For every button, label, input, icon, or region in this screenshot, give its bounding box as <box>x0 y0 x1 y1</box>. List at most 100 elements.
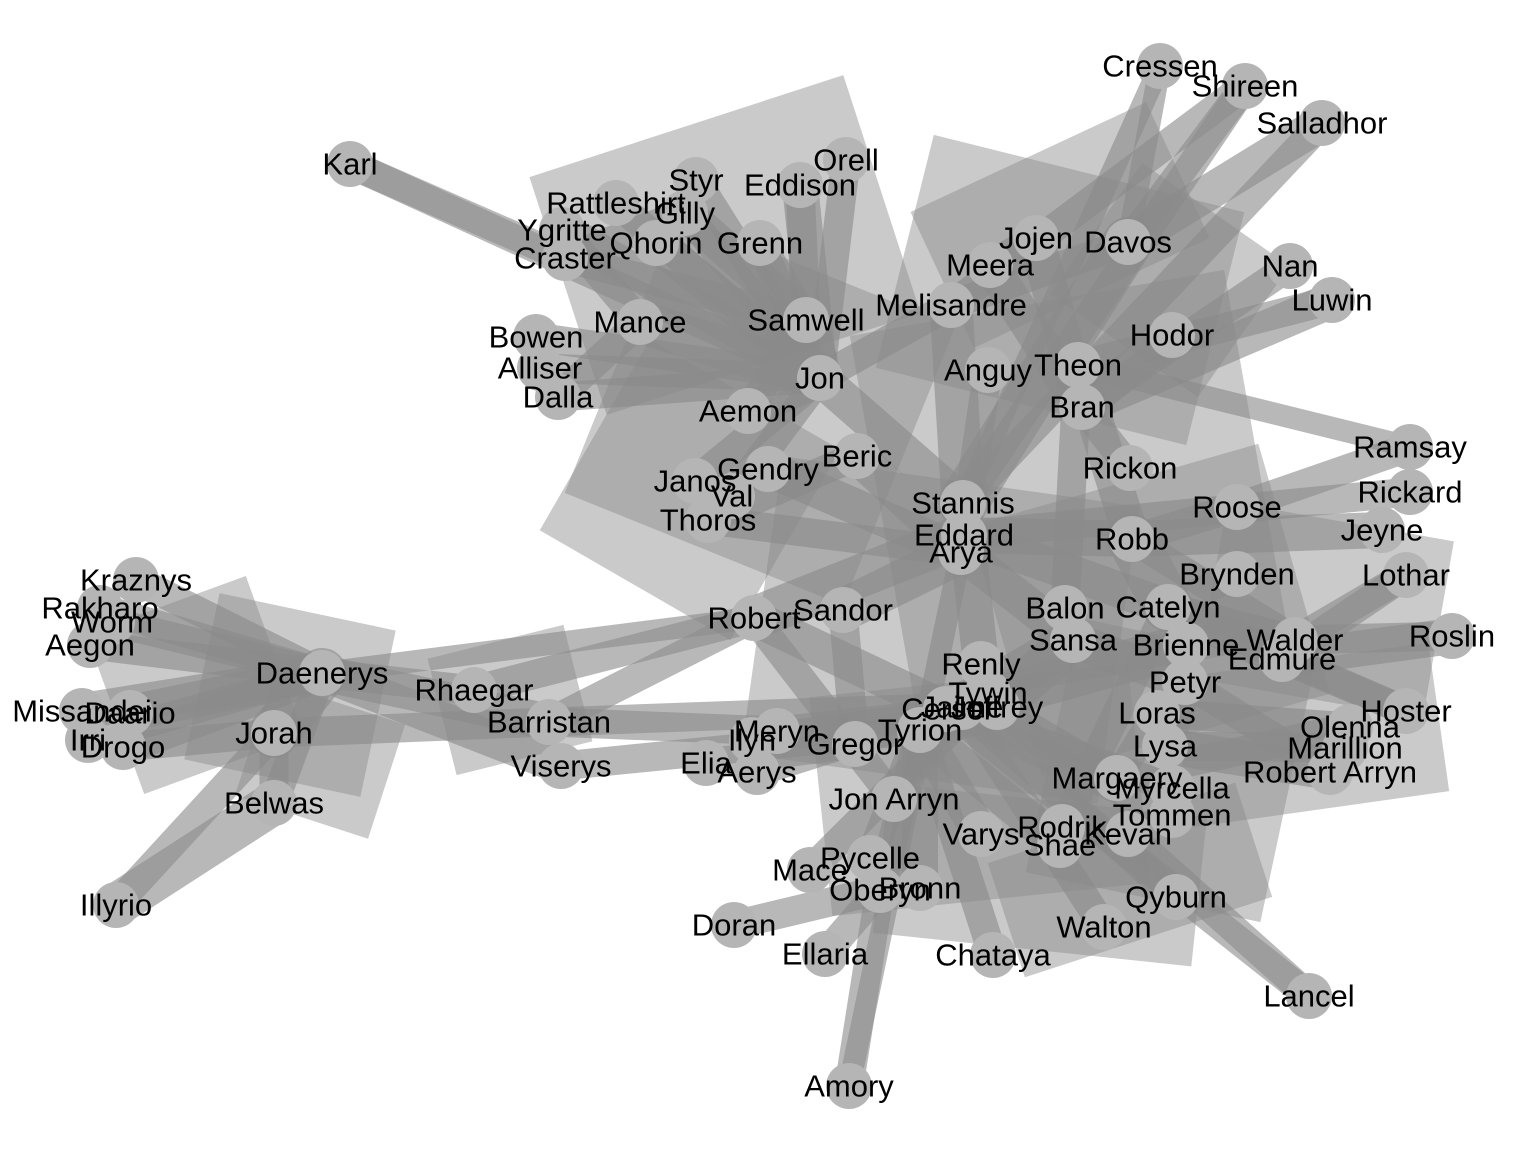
node-varys[interactable] <box>958 811 1004 857</box>
node-nan[interactable] <box>1267 243 1313 289</box>
node-kraznys[interactable] <box>113 557 159 603</box>
node-lothar[interactable] <box>1383 552 1429 598</box>
node-illyrio[interactable] <box>93 882 139 928</box>
node-jojen[interactable] <box>1013 215 1059 261</box>
node-rattleshirt[interactable] <box>593 180 639 226</box>
node-janos[interactable] <box>672 458 718 504</box>
node-mance[interactable] <box>617 299 663 345</box>
node-sandor[interactable] <box>820 587 866 633</box>
node-karl[interactable] <box>327 141 373 187</box>
node-margaery[interactable] <box>1094 755 1140 801</box>
node-label-petyr: Petyr <box>1149 665 1221 700</box>
node-daenerys[interactable] <box>299 650 345 696</box>
node-sansa[interactable] <box>1050 617 1096 663</box>
node-arya[interactable] <box>938 529 984 575</box>
node-melisandre[interactable] <box>928 282 974 328</box>
node-qhorin[interactable] <box>633 220 679 266</box>
node-roslin[interactable] <box>1429 613 1475 659</box>
node-davos[interactable] <box>1105 219 1151 265</box>
node-joffrey[interactable] <box>974 684 1020 730</box>
node-elia[interactable] <box>683 740 729 786</box>
node-catelyn[interactable] <box>1145 584 1191 630</box>
node-barristan[interactable] <box>526 699 572 745</box>
node-craster[interactable] <box>542 235 588 281</box>
node-robert-arryn[interactable] <box>1307 749 1353 795</box>
node-ramsay[interactable] <box>1387 424 1433 470</box>
node-label-davos: Davos <box>1084 225 1172 260</box>
node-belwas[interactable] <box>251 780 297 826</box>
node-salladhor[interactable] <box>1299 100 1345 146</box>
node-stannis[interactable] <box>940 480 986 526</box>
node-thoros[interactable] <box>685 497 731 543</box>
node-aegon[interactable] <box>67 622 113 668</box>
node-ellaria[interactable] <box>802 931 848 977</box>
node-bronn[interactable] <box>897 865 943 911</box>
node-aerys[interactable] <box>734 749 780 795</box>
node-label-missandei: Missandei <box>12 694 152 729</box>
node-jeyne[interactable] <box>1359 507 1405 553</box>
node-kevan[interactable] <box>1105 811 1151 857</box>
node-orell[interactable] <box>823 137 869 183</box>
node-lysa[interactable] <box>1142 723 1188 769</box>
node-theon[interactable] <box>1055 342 1101 388</box>
node-rickard[interactable] <box>1387 469 1433 515</box>
edge-rhaegar-daenerys <box>307 658 489 705</box>
node-gendry[interactable] <box>745 446 791 492</box>
node-label-ellaria: Ellaria <box>782 937 869 972</box>
node-qyburn[interactable] <box>1153 874 1199 920</box>
node-cressen[interactable] <box>1137 43 1183 89</box>
node-chataya[interactable] <box>970 932 1016 978</box>
node-brynden[interactable] <box>1214 551 1260 597</box>
node-irri[interactable] <box>65 717 111 763</box>
node-gilly[interactable] <box>662 190 708 236</box>
edge-barristan-jorah <box>259 707 564 748</box>
node-tommen[interactable] <box>1149 792 1195 838</box>
node-lancel[interactable] <box>1286 973 1332 1019</box>
node-amory[interactable] <box>826 1063 872 1109</box>
node-label-val: Val <box>711 479 754 514</box>
node-edmure[interactable] <box>1259 636 1305 682</box>
node-gregor[interactable] <box>832 721 878 767</box>
node-robert[interactable] <box>731 595 777 641</box>
node-robb[interactable] <box>1109 516 1155 562</box>
node-luwin[interactable] <box>1309 277 1355 323</box>
node-beric[interactable] <box>834 433 880 479</box>
node-aemon[interactable] <box>725 388 771 434</box>
edge-cluster-shade <box>1170 642 1450 828</box>
node-jaime[interactable] <box>939 684 985 730</box>
edge-barristan-jaime <box>534 692 977 737</box>
node-shireen[interactable] <box>1222 63 1268 109</box>
edge-stannis-jon <box>802 360 981 521</box>
node-jon-arryn[interactable] <box>871 776 917 822</box>
node-walton[interactable] <box>1081 904 1127 950</box>
node-rhaegar[interactable] <box>451 667 497 713</box>
node-doran[interactable] <box>711 902 757 948</box>
node-label-rhaegar: Rhaegar <box>415 673 534 708</box>
node-eddison[interactable] <box>777 162 823 208</box>
node-label-varys: Varys <box>943 817 1020 852</box>
node-label-edmure: Edmure <box>1228 642 1337 677</box>
node-anguy[interactable] <box>965 347 1011 393</box>
node-samwell[interactable] <box>783 297 829 343</box>
node-mace[interactable] <box>787 847 833 893</box>
node-roose[interactable] <box>1214 484 1260 530</box>
node-drogo[interactable] <box>100 724 146 770</box>
node-dalla[interactable] <box>535 374 581 420</box>
node-label-janos: Janos <box>654 464 737 499</box>
node-petyr[interactable] <box>1162 659 1208 705</box>
node-tyrion[interactable] <box>897 707 943 753</box>
node-meera[interactable] <box>967 242 1013 288</box>
node-shae[interactable] <box>1037 822 1083 868</box>
node-grenn[interactable] <box>737 220 783 266</box>
node-viserys[interactable] <box>538 743 584 789</box>
node-bran[interactable] <box>1059 384 1105 430</box>
node-label-qhorin: Qhorin <box>609 226 702 261</box>
node-jon[interactable] <box>797 355 843 401</box>
node-hodor[interactable] <box>1149 312 1195 358</box>
node-label-melisandre: Melisandre <box>875 288 1027 323</box>
node-rickon[interactable] <box>1107 445 1153 491</box>
node-oberyn[interactable] <box>857 867 903 913</box>
node-brienne[interactable] <box>1163 622 1209 668</box>
node-jorah[interactable] <box>251 710 297 756</box>
node-hoster[interactable] <box>1383 688 1429 734</box>
